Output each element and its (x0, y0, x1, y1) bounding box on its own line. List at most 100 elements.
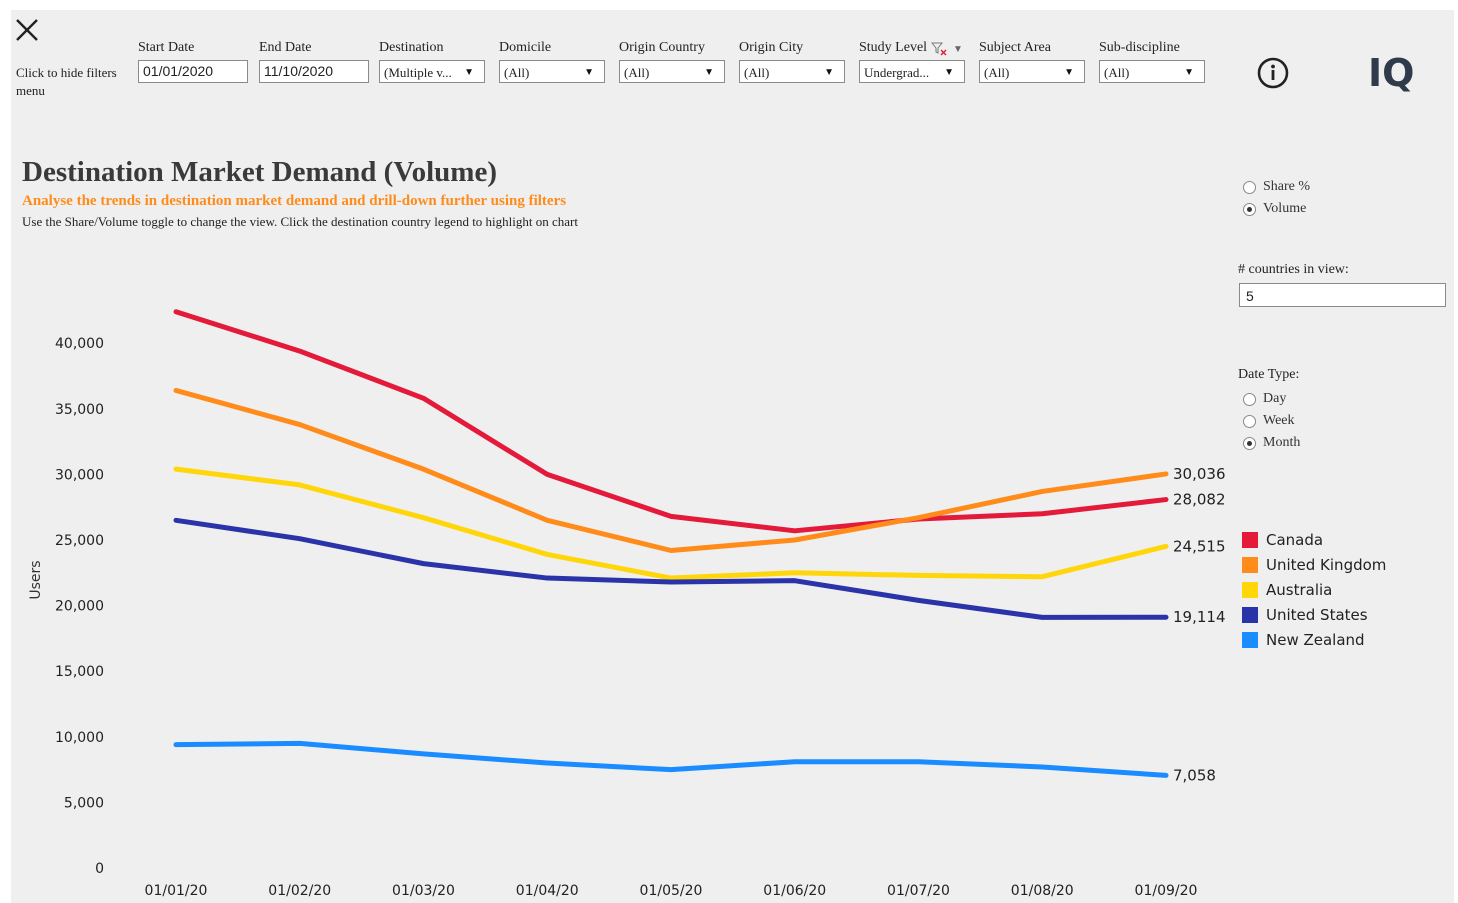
chevron-down-icon: ▼ (464, 67, 474, 78)
sub-discipline-label: Sub-discipline (1099, 40, 1180, 55)
y-axis: 0 5,000 10,000 15,000 20,000 25,000 30,000 35,0… (55, 336, 104, 877)
study-level-value: Undergrad... (864, 65, 930, 80)
y-tick-label: 0 (95, 861, 104, 877)
radio-week[interactable]: Week (1243, 413, 1295, 429)
legend-label: Canada (1266, 530, 1324, 549)
legend-swatch (1242, 606, 1258, 623)
series-line-new-zealand[interactable] (173, 740, 1169, 778)
filter-funnel-icon[interactable] (931, 41, 949, 57)
start-date-input[interactable]: 01/01/2020 (138, 60, 248, 83)
chevron-down-icon: ▼ (704, 67, 714, 78)
legend-swatch (1242, 556, 1258, 573)
subject-area-value: (All) (984, 65, 1010, 80)
study-level-select[interactable]: Undergrad... ▼ (859, 60, 965, 83)
end-date-input[interactable]: 11/10/2020 (259, 60, 369, 83)
radio-circle (1243, 392, 1256, 406)
origin-city-select[interactable]: (All) ▼ (739, 60, 845, 83)
x-tick-label: 01/08/20 (1011, 883, 1074, 899)
y-tick-label: 10,000 (55, 730, 104, 746)
study-level-label-wrap: Study Level ▼ (859, 40, 969, 58)
legend-item-united-kingdom[interactable]: United Kingdom (1242, 552, 1386, 577)
start-date-label: Start Date (138, 40, 195, 55)
destination-label: Destination (379, 40, 444, 55)
destination-value: (Multiple v... (384, 65, 452, 80)
info-icon[interactable] (1256, 56, 1290, 90)
x-tick-label: 01/03/20 (392, 883, 455, 899)
y-tick-label: 40,000 (55, 336, 104, 352)
origin-country-select[interactable]: (All) ▼ (619, 60, 725, 83)
page-description: Use the Share/Volume toggle to change th… (22, 214, 578, 229)
page-subtitle: Analyse the trends in destination market… (22, 193, 567, 209)
legend-item-australia[interactable]: Australia (1242, 577, 1386, 602)
destination-select[interactable]: (Multiple v... ▼ (379, 60, 485, 83)
filter-start-date: Start Date 01/01/2020 (138, 40, 248, 83)
x-tick-label: 01/07/20 (887, 883, 950, 899)
chevron-down-icon: ▼ (1064, 67, 1074, 78)
page-title: Destination Market Demand (Volume) (22, 156, 497, 188)
subject-area-label: Subject Area (979, 40, 1051, 55)
series-line-canada[interactable] (173, 309, 1169, 534)
series-line-united-kingdom[interactable] (173, 387, 1169, 553)
caret-down-icon[interactable]: ▼ (953, 44, 963, 55)
y-tick-label: 20,000 (55, 599, 104, 615)
series-lines (173, 309, 1169, 778)
radio-share-label: Share % (1263, 179, 1311, 194)
y-tick-label: 15,000 (55, 664, 104, 680)
filter-destination: Destination (Multiple v... ▼ (379, 40, 489, 83)
end-label-united-states: 19,114 (1173, 608, 1226, 626)
y-tick-label: 30,000 (55, 467, 104, 483)
end-label-united-kingdom: 30,036 (1173, 465, 1226, 483)
filter-origin-city: Origin City (All) ▼ (739, 40, 849, 83)
countries-in-view-input[interactable]: 5 (1239, 283, 1446, 307)
radio-month-label: Month (1263, 435, 1301, 450)
radio-volume-label: Volume (1263, 201, 1307, 216)
hide-filters-text[interactable]: Click to hide filters menu (16, 65, 117, 98)
close-icon[interactable] (14, 17, 40, 43)
study-level-label: Study Level (859, 40, 928, 55)
series-line-australia[interactable] (173, 466, 1169, 581)
legend-label: Australia (1266, 580, 1333, 599)
radio-circle (1243, 414, 1256, 428)
end-label-new-zealand: 7,058 (1173, 766, 1216, 784)
radio-volume[interactable]: Volume (1243, 201, 1306, 217)
legend-label: United Kingdom (1266, 555, 1387, 574)
legend-item-new-zealand[interactable]: New Zealand (1242, 627, 1386, 652)
y-tick-label: 35,000 (55, 402, 104, 418)
filter-domicile: Domicile (All) ▼ (499, 40, 609, 83)
legend-label: United States (1266, 605, 1368, 624)
origin-city-label: Origin City (739, 40, 804, 55)
subject-area-select[interactable]: (All) ▼ (979, 60, 1085, 83)
legend-item-united-states[interactable]: United States (1242, 602, 1386, 627)
iq-logo: IQ (1368, 51, 1414, 94)
dashboard-panel (11, 10, 1454, 903)
series-line-united-states[interactable] (173, 517, 1169, 620)
legend-swatch (1242, 631, 1258, 648)
radio-month[interactable]: Month (1243, 435, 1300, 451)
radio-day-label: Day (1263, 391, 1287, 406)
radio-day[interactable]: Day (1243, 391, 1286, 407)
chevron-down-icon: ▼ (1184, 67, 1194, 78)
end-date-label: End Date (259, 40, 312, 55)
chevron-down-icon: ▼ (944, 67, 954, 78)
chevron-down-icon: ▼ (584, 67, 594, 78)
domicile-value: (All) (504, 65, 530, 80)
end-label-canada: 28,082 (1173, 491, 1226, 509)
sub-discipline-select[interactable]: (All) ▼ (1099, 60, 1205, 83)
y-tick-label: 25,000 (55, 533, 104, 549)
filter-origin-country: Origin Country (All) ▼ (619, 40, 729, 83)
x-tick-label: 01/05/20 (640, 883, 703, 899)
radio-share[interactable]: Share % (1243, 179, 1310, 195)
end-labels: 28,082 30,036 24,515 19,114 7,058 (1173, 465, 1226, 784)
radio-circle-selected (1243, 436, 1256, 450)
filter-end-date: End Date 11/10/2020 (259, 40, 369, 83)
y-tick-label: 5,000 (64, 795, 104, 811)
domicile-select[interactable]: (All) ▼ (499, 60, 605, 83)
radio-week-label: Week (1263, 413, 1295, 428)
origin-country-value: (All) (624, 65, 650, 80)
x-tick-label: 01/09/20 (1135, 883, 1198, 899)
legend-swatch (1242, 531, 1258, 548)
legend-item-canada[interactable]: Canada (1242, 527, 1386, 552)
sub-discipline-value: (All) (1104, 65, 1130, 80)
radio-circle-selected (1243, 202, 1256, 216)
